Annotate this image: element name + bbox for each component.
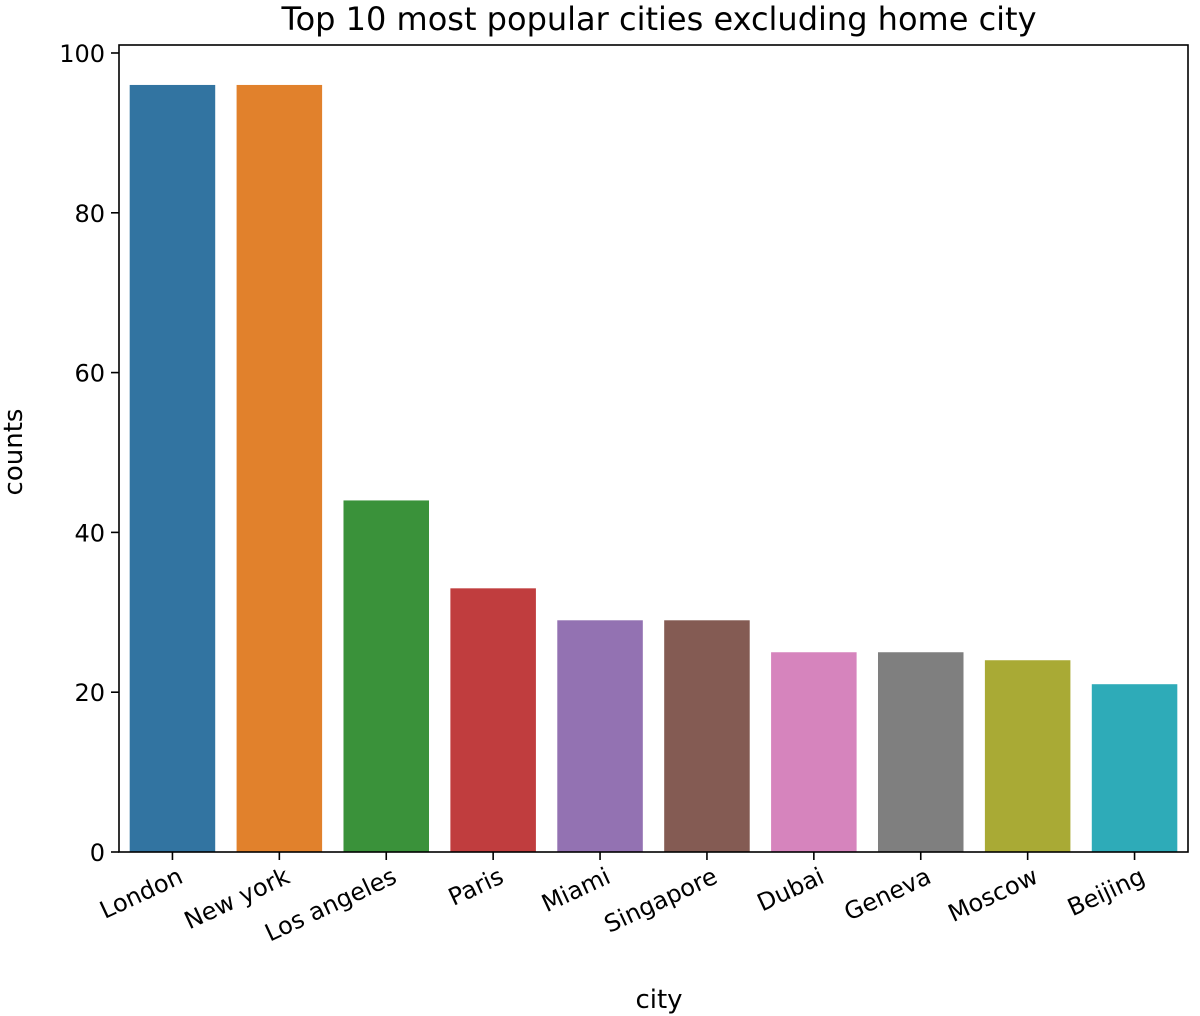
x-tick-label: Paris bbox=[444, 862, 508, 912]
bar-los-angeles bbox=[343, 500, 430, 852]
bar-miami bbox=[557, 620, 643, 852]
x-tick-label: Moscow bbox=[944, 862, 1042, 928]
x-tick-label: Singapore bbox=[600, 862, 722, 939]
y-axis: 0 20 40 60 80 100 bbox=[59, 40, 119, 867]
y-tick-label: 80 bbox=[74, 200, 105, 228]
bars-group bbox=[129, 84, 1178, 852]
y-tick-label: 100 bbox=[59, 40, 105, 68]
bar-london bbox=[129, 84, 216, 852]
bar-singapore bbox=[664, 620, 750, 852]
y-axis-label: counts bbox=[0, 409, 29, 496]
x-tick-label: Miami bbox=[537, 862, 614, 918]
y-tick-label: 40 bbox=[74, 519, 105, 547]
bar-dubai bbox=[771, 652, 857, 852]
bar-new-york bbox=[236, 84, 323, 852]
bar-paris bbox=[450, 588, 536, 852]
x-tick-label: Dubai bbox=[753, 862, 829, 917]
x-tick-label: London bbox=[95, 862, 187, 925]
bar-geneva bbox=[877, 652, 964, 852]
x-tick-label: Geneva bbox=[840, 862, 935, 926]
x-axis-label: city bbox=[635, 985, 682, 1015]
y-tick-label: 20 bbox=[74, 679, 105, 707]
bar-beijing bbox=[1091, 684, 1178, 852]
plot-frame bbox=[118, 44, 1189, 853]
bar-moscow bbox=[984, 660, 1071, 852]
chart-title: Top 10 most popular cities excluding hom… bbox=[280, 0, 1036, 38]
y-tick-label: 60 bbox=[74, 360, 105, 388]
y-tick-label: 0 bbox=[90, 839, 105, 867]
x-tick-label: Beijing bbox=[1063, 862, 1149, 922]
